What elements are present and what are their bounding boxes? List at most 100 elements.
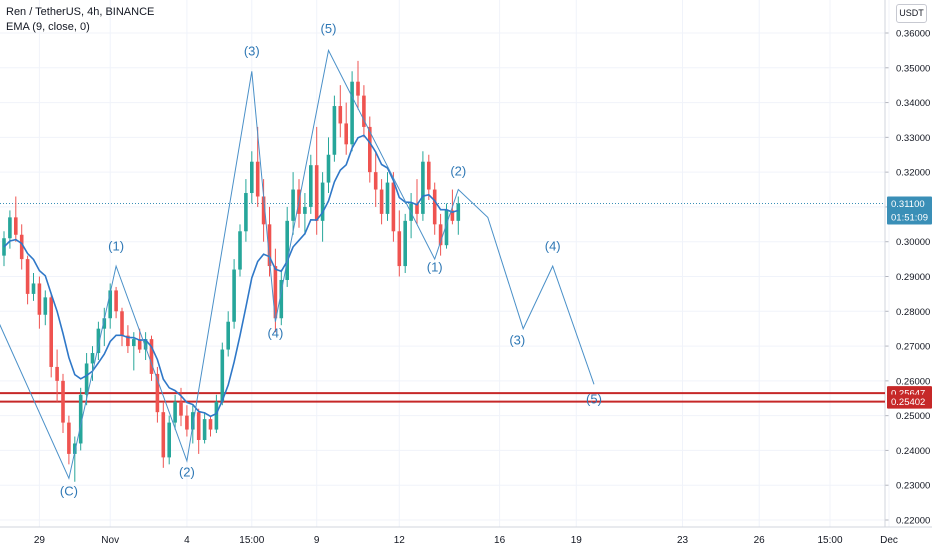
candle-body [385,182,390,214]
candle-body [432,189,437,225]
x-tick-label: 23 [677,535,689,546]
candle-body [456,203,461,221]
last-price-label: 0.31100 [891,199,925,210]
wave-label: (5) [321,21,337,36]
level-price-label: 0.25647 [891,389,925,400]
candle-body [220,349,225,402]
y-tick-label: 0.26000 [896,376,930,387]
wave-label: (3) [509,332,525,347]
candle-body [155,373,160,413]
y-tick-label: 0.27000 [896,342,930,353]
last-price-badge [887,196,932,225]
candle-body [14,217,18,235]
x-tick-label: 15:00 [239,535,264,546]
candle-body [143,339,148,350]
candle-body [403,220,407,267]
candle-body [450,210,455,221]
candle-body [43,297,48,315]
candle-body [421,161,425,214]
candle-body [397,231,402,267]
candle-body [84,363,89,395]
wave-label: (4) [545,238,561,253]
candle-body [309,165,313,207]
candle-body [362,95,366,127]
wave-label: (1) [108,238,124,253]
y-tick-label: 0.23000 [896,481,930,492]
candle-body [102,318,107,329]
ema-line [3,134,459,418]
candle-body [149,339,154,374]
candle-body [273,266,278,319]
candle-body [344,123,348,145]
candle-body [196,412,201,440]
candle-body [214,401,219,430]
candle-body [191,412,195,430]
candle-body [261,196,266,225]
candle-body [326,154,331,183]
symbol-title: Ren / TetherUS, 4h, BINANCE [6,6,155,18]
candle-body [137,339,142,350]
x-tick-label: 29 [34,535,46,546]
x-tick-label: 16 [494,535,506,546]
wave-label: (5) [586,391,602,406]
candle-body [244,193,248,232]
y-tick-label: 0.28000 [896,307,930,318]
candle-body [250,161,254,194]
candle-body [49,297,53,367]
currency-button[interactable]: USDT [896,4,927,23]
level-price-label: 0.25402 [891,397,925,408]
candle-body [332,106,337,155]
candle-body [267,224,272,267]
wave-label: (1) [427,259,443,274]
x-tick-label: Dec [880,535,898,546]
candle-body [438,224,443,246]
candle-body [320,182,325,221]
x-tick-label: 19 [571,535,583,546]
candle-body [179,401,183,416]
wave-label: (2) [179,465,195,480]
candle-body [185,415,189,430]
candle-body [226,321,230,350]
x-tick-label: 9 [314,535,320,546]
x-tick-label: 15:00 [817,535,842,546]
candle-body [303,206,307,214]
candle-body [232,269,236,322]
candle-body [161,412,166,458]
wave-label: (4) [267,325,283,340]
y-tick-label: 0.29000 [896,272,930,283]
candle-body [291,189,295,221]
candle-body [279,279,284,319]
candle-body [31,283,36,294]
wave-label: (C) [60,484,78,499]
x-tick-label: Nov [101,535,119,546]
chart-legend: Ren / TetherUS, 4h, BINANCE EMA (9, clos… [6,5,154,35]
y-tick-label: 0.32000 [896,168,930,179]
candle-body [255,161,260,197]
candle-body [132,339,136,347]
y-tick-label: 0.34000 [896,98,930,109]
candle-body [208,419,213,430]
candle-body [202,419,207,440]
y-tick-label: 0.25000 [896,411,930,422]
candle-body [238,231,242,270]
x-tick-label: 12 [394,535,406,546]
indicator-title: EMA (9, close, 0) [6,21,90,33]
candle-body [96,328,101,354]
candle-body [37,283,42,315]
candle-body [8,217,12,239]
candle-body [126,335,130,347]
candle-body [78,394,83,444]
candle-body [379,189,384,214]
candle-body [285,220,289,280]
y-tick-label: 0.22000 [896,516,930,527]
candle-body [373,172,378,190]
candle-body [61,380,65,423]
bar-countdown-label: 01:51:09 [891,212,928,223]
candle-body [356,81,360,96]
wave-count-line [0,48,595,480]
candle-body [444,210,449,246]
candle-body [114,290,118,312]
x-tick-label: 4 [184,535,190,546]
candle-body [55,366,59,381]
